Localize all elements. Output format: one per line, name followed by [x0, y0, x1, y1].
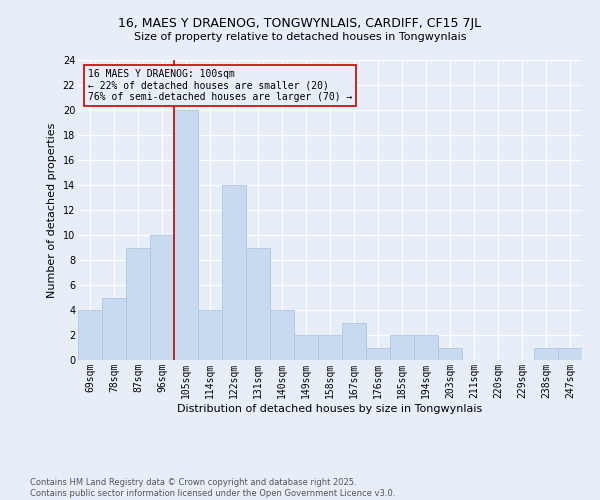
Bar	[318, 335, 342, 360]
Bar	[366, 348, 390, 360]
Bar	[198, 310, 222, 360]
Text: 16, MAES Y DRAENOG, TONGWYNLAIS, CARDIFF, CF15 7JL: 16, MAES Y DRAENOG, TONGWYNLAIS, CARDIFF…	[118, 18, 482, 30]
Bar	[246, 248, 270, 360]
Bar	[126, 248, 150, 360]
Bar	[438, 348, 462, 360]
Bar	[270, 310, 294, 360]
Bar	[558, 348, 582, 360]
Text: Size of property relative to detached houses in Tongwynlais: Size of property relative to detached ho…	[134, 32, 466, 42]
Text: 16 MAES Y DRAENOG: 100sqm
← 22% of detached houses are smaller (20)
76% of semi-: 16 MAES Y DRAENOG: 100sqm ← 22% of detac…	[88, 69, 352, 102]
Bar	[150, 235, 174, 360]
Bar	[102, 298, 126, 360]
Bar	[414, 335, 438, 360]
Bar	[390, 335, 414, 360]
Bar	[534, 348, 558, 360]
Y-axis label: Number of detached properties: Number of detached properties	[47, 122, 57, 298]
Text: Contains HM Land Registry data © Crown copyright and database right 2025.
Contai: Contains HM Land Registry data © Crown c…	[30, 478, 395, 498]
Bar	[342, 322, 366, 360]
X-axis label: Distribution of detached houses by size in Tongwynlais: Distribution of detached houses by size …	[178, 404, 482, 413]
Bar	[222, 185, 246, 360]
Bar	[78, 310, 102, 360]
Bar	[294, 335, 318, 360]
Bar	[174, 110, 198, 360]
